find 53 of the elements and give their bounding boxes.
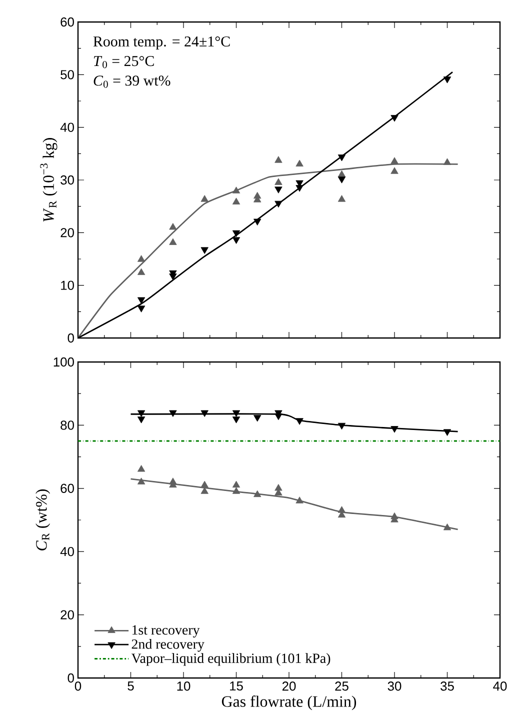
point <box>390 167 398 174</box>
point <box>232 198 240 204</box>
y-tick-label: 20 <box>60 228 74 238</box>
x-tick-label: 25 <box>335 682 348 691</box>
point <box>338 170 346 178</box>
y-tick-label: 50 <box>60 70 74 80</box>
y-tick-label: 0 <box>68 333 74 343</box>
legend-label: Vapor–liquid equilibrium (101 kPa) <box>131 653 330 666</box>
point <box>169 238 177 245</box>
point <box>232 237 240 244</box>
x-tick-label: 40 <box>493 682 507 691</box>
annotation: T$_{0}$ = 25°C <box>94 56 154 68</box>
annotation: Room temp. = 24±1°C <box>93 36 230 50</box>
point <box>169 222 177 230</box>
x-tick-label: 0 <box>74 682 82 691</box>
line-series <box>130 478 458 530</box>
x-tick-label: 5 <box>128 682 134 691</box>
point <box>200 195 208 202</box>
annotation: C$_{0}$ = 39 wt% <box>94 76 170 88</box>
x-axis-title: Gas flowrate (L/min) <box>222 696 356 710</box>
y-tick-label: 100 <box>54 357 74 367</box>
point <box>232 186 240 194</box>
point <box>296 160 304 166</box>
point <box>443 158 452 165</box>
y-tick-label: 30 <box>60 175 74 185</box>
x-tick-label: 10 <box>177 682 190 691</box>
legend-label: 2nd recovery <box>132 638 204 652</box>
y-tick-label: 40 <box>60 547 74 556</box>
y-tick-label: 60 <box>60 17 74 27</box>
y-axis-title: C$_{R}$ (wt%) <box>36 489 50 550</box>
y-tick-label: 60 <box>60 484 74 493</box>
point <box>232 230 240 238</box>
point <box>390 157 398 164</box>
x-tick-label: 35 <box>440 682 454 691</box>
point <box>254 218 262 226</box>
y-tick-label: 80 <box>60 420 74 430</box>
y-tick-label: 40 <box>60 122 74 132</box>
x-tick-label: 30 <box>388 682 402 691</box>
y-axis-title: W$_{R}$ (10$^{−3}$ kg) <box>40 138 58 222</box>
point <box>200 247 208 254</box>
x-tick-label: 15 <box>230 682 243 691</box>
legend-label: 1st recovery <box>132 625 200 638</box>
point <box>137 306 146 312</box>
point <box>137 255 146 262</box>
y-tick-label: 20 <box>60 610 74 620</box>
point <box>274 156 282 163</box>
point <box>274 178 282 185</box>
y-tick-label: 10 <box>61 280 74 290</box>
point <box>169 274 177 280</box>
point <box>338 195 346 202</box>
x-tick-label: 20 <box>282 682 296 691</box>
y-tick-label: 0 <box>68 673 74 683</box>
point <box>137 297 146 304</box>
